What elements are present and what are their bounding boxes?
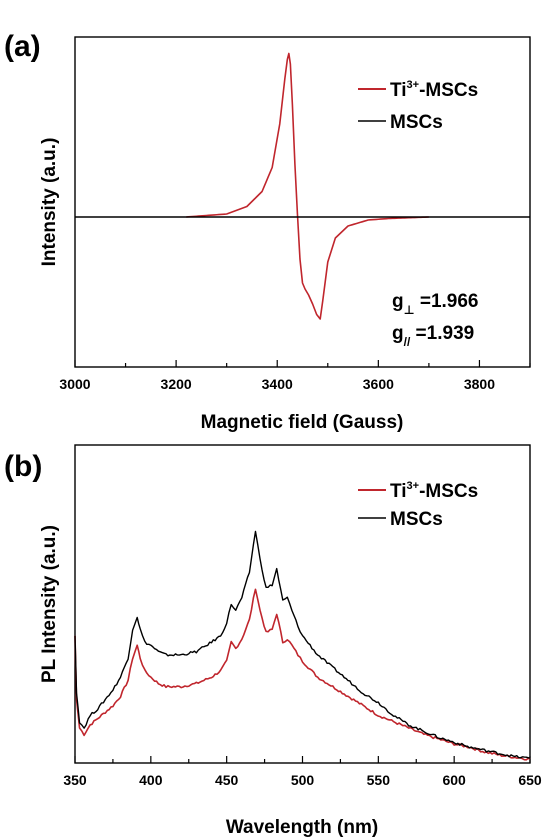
x-tick-label: 450 — [215, 772, 239, 788]
panel-b-x-axis-title: Wavelength (nm) — [226, 817, 378, 838]
panel-b-legend-label-mscs: MSCs — [390, 509, 443, 530]
panel-a-frame — [74, 36, 531, 368]
x-tick-label: 3400 — [262, 376, 293, 392]
x-tick-label: 600 — [442, 772, 466, 788]
series-line-ti3-mscs — [74, 588, 531, 761]
panel-a-legend-label-mscs: MSCs — [390, 112, 443, 133]
x-tick-label: 3600 — [363, 376, 394, 392]
panel-a-legend-label-ti3: Ti3+-MSCs — [390, 79, 478, 101]
panel-a-x-axis-title: Magnetic field (Gauss) — [201, 412, 404, 433]
panel-a-lines — [75, 52, 530, 320]
x-tick-label: 550 — [367, 772, 391, 788]
panel-a-legend: Ti3+-MSCs MSCs — [358, 79, 478, 133]
g-par-annotation: g// =1.939 — [392, 323, 474, 349]
series-line-ti3-mscs — [186, 52, 429, 320]
panel-b: (b) 350 400 450 500 550 600 650 Wavelength (nm… — [4, 444, 542, 838]
panel-a: (a) 3000 3200 3400 3600 3800 Magnetic field … — [4, 30, 531, 433]
panel-b-label: (b) — [4, 450, 42, 483]
panel-b-x-ticks — [74, 756, 531, 763]
panel-b-y-axis-title: PL Intensity (a.u.) — [39, 525, 60, 683]
g-perp-annotation: g⊥ =1.966 — [392, 291, 479, 317]
x-tick-label: 3800 — [464, 376, 495, 392]
x-tick-label: 650 — [518, 772, 542, 788]
x-tick-label: 350 — [63, 772, 87, 788]
panel-b-legend: Ti3+-MSCs MSCs — [358, 480, 478, 530]
panel-b-lines — [74, 530, 531, 761]
panel-a-label: (a) — [4, 30, 41, 63]
series-line-mscs — [74, 530, 531, 759]
panel-a-x-tick-labels: 3000 3200 3400 3600 3800 — [59, 376, 495, 392]
panel-b-legend-label-ti3: Ti3+-MSCs — [390, 480, 478, 502]
panel-a-x-ticks — [74, 360, 531, 367]
panel-a-g-values: g⊥ =1.966 g// =1.939 — [392, 291, 479, 349]
x-tick-label: 3000 — [59, 376, 90, 392]
panel-a-y-axis-title: Intensity (a.u.) — [39, 138, 60, 267]
panel-b-x-tick-labels: 350 400 450 500 550 600 650 — [63, 772, 542, 788]
x-tick-label: 3200 — [161, 376, 192, 392]
x-tick-label: 400 — [139, 772, 163, 788]
x-tick-label: 500 — [291, 772, 315, 788]
